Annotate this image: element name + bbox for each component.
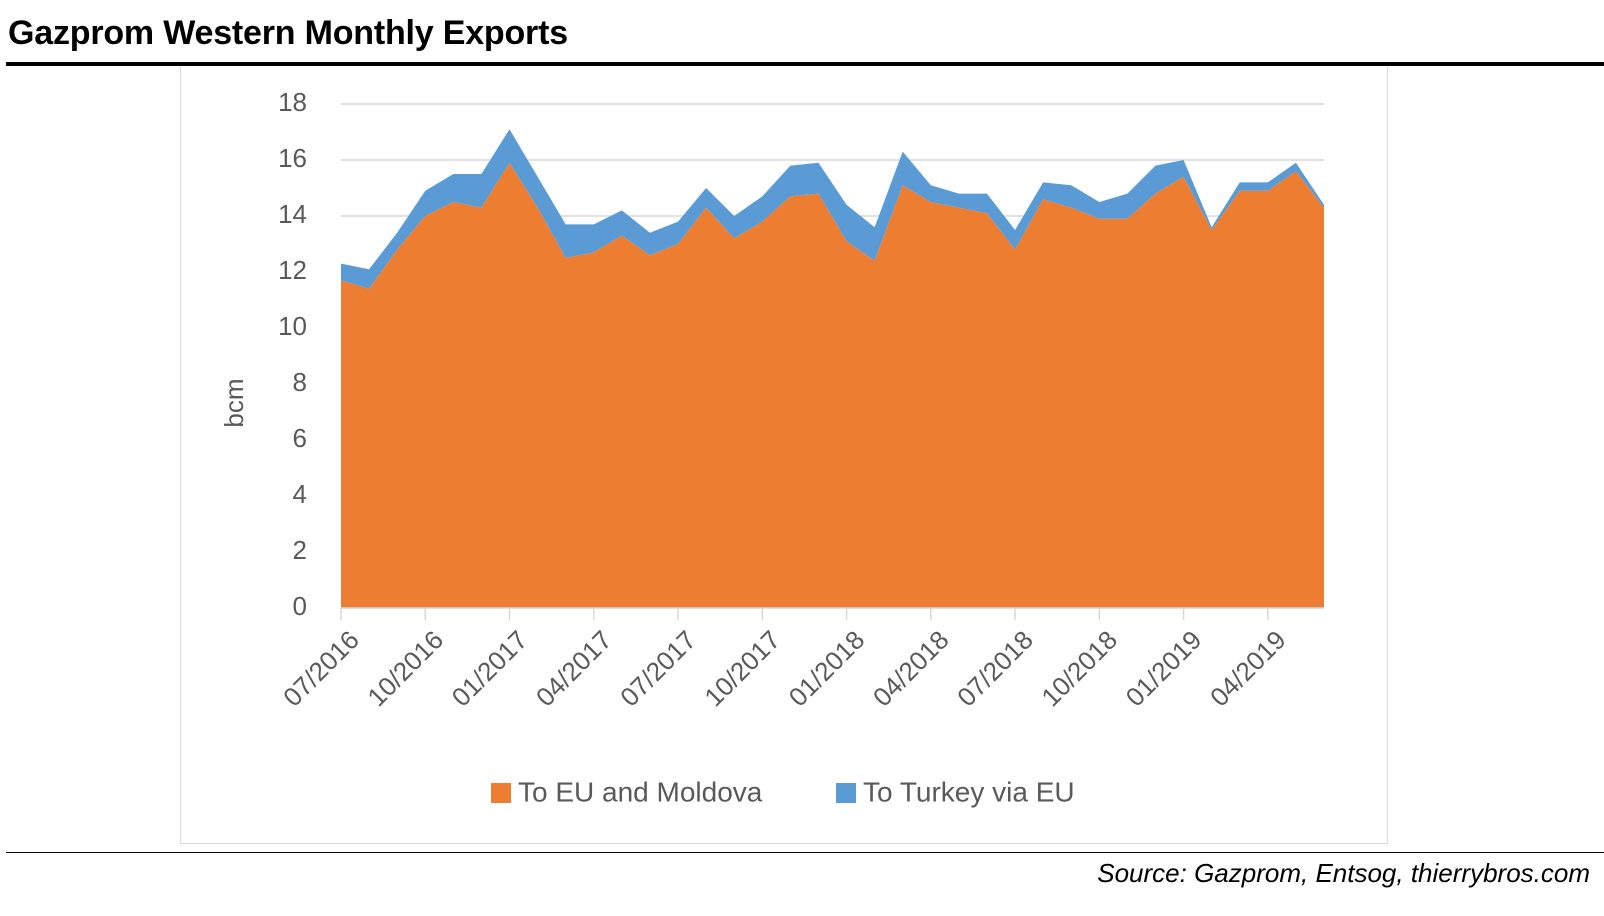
legend-label-1: To EU and Moldova xyxy=(518,776,763,807)
x-tick-label: 01/2017 xyxy=(446,625,534,713)
y-tick-label: 6 xyxy=(293,423,307,453)
x-tick-label: 10/2018 xyxy=(1035,625,1123,713)
x-tick-label: 07/2017 xyxy=(614,625,702,713)
y-tick-label: 16 xyxy=(278,143,307,173)
legend-swatch-1 xyxy=(491,783,511,803)
footer-rule xyxy=(6,852,1604,853)
x-tick-label: 10/2016 xyxy=(361,625,449,713)
x-tick-label: 04/2018 xyxy=(867,625,955,713)
x-tick-label: 07/2018 xyxy=(951,625,1039,713)
legend-label-2: To Turkey via EU xyxy=(863,776,1075,807)
area-series xyxy=(341,129,1324,608)
axes xyxy=(341,608,1324,620)
area-series-1 xyxy=(341,163,1324,608)
y-tick-label: 12 xyxy=(278,255,307,285)
y-tick-label: 18 xyxy=(278,87,307,117)
legend-swatch-2 xyxy=(836,783,856,803)
x-tick-label: 04/2017 xyxy=(530,625,618,713)
y-axis-label: bcm xyxy=(219,378,249,427)
x-tick-label: 01/2019 xyxy=(1120,625,1208,713)
y-tick-labels: 0 2 4 6 8 10 12 14 16 18 xyxy=(278,87,307,621)
legend: To EU and Moldova To Turkey via EU xyxy=(491,776,1075,807)
source-note: Source: Gazprom, Entsog, thierrybros.com xyxy=(1097,858,1590,889)
y-tick-label: 14 xyxy=(278,199,307,229)
x-tick-label: 10/2017 xyxy=(698,625,786,713)
y-tick-label: 2 xyxy=(293,535,307,565)
y-tick-label: 10 xyxy=(278,311,307,341)
x-tick-labels: 07/201610/201601/201704/201707/201710/20… xyxy=(277,625,1291,713)
y-tick-label: 0 xyxy=(293,591,307,621)
y-tick-label: 4 xyxy=(293,479,307,509)
y-tick-label: 8 xyxy=(293,367,307,397)
x-tick-label: 07/2016 xyxy=(277,625,365,713)
x-tick-label: 01/2018 xyxy=(783,625,871,713)
x-tick-label: 04/2019 xyxy=(1204,625,1292,713)
